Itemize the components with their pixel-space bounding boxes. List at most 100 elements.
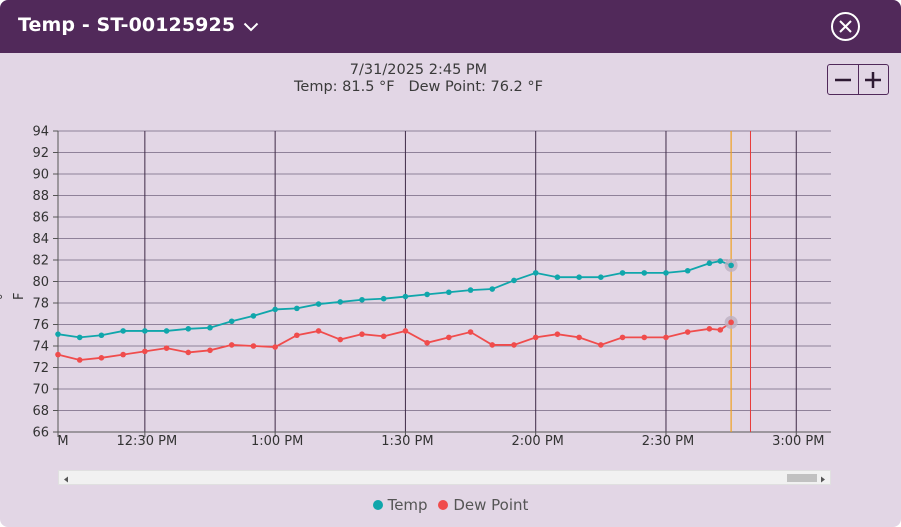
legend-item-dew-point[interactable]: Dew Point [438, 496, 528, 514]
dew-point-point[interactable] [489, 342, 496, 348]
dew-point-point[interactable] [272, 344, 278, 350]
temp-point[interactable] [228, 318, 235, 325]
dew-point-point[interactable] [402, 328, 409, 334]
temp-point[interactable] [76, 334, 83, 341]
minus-icon [834, 78, 851, 81]
zoom-in-button[interactable] [859, 65, 889, 94]
dew-point-point[interactable] [76, 357, 83, 363]
temp-point[interactable] [511, 277, 517, 284]
dew-point-point[interactable] [641, 334, 648, 341]
temp-point[interactable] [706, 260, 713, 267]
temp-point[interactable] [163, 328, 170, 334]
dew-point-point[interactable] [380, 333, 387, 340]
zoom-control [827, 64, 889, 95]
chart-scrollbar[interactable] [58, 470, 831, 485]
legend-label-temp: Temp [387, 496, 428, 514]
scroll-left-arrow[interactable] [59, 471, 73, 484]
temp-point[interactable] [120, 328, 126, 334]
y-tick-label: 82 [32, 254, 49, 269]
temp-point[interactable] [598, 274, 604, 281]
y-tick-label: 84 [32, 232, 49, 247]
dew-point-swatch-icon [438, 500, 449, 510]
dew-point-point[interactable] [554, 331, 561, 337]
legend-label-dew-point: Dew Point [453, 496, 529, 514]
dew-point-point[interactable] [446, 334, 452, 341]
temp-point[interactable] [619, 270, 626, 276]
dew-point-point[interactable] [663, 334, 669, 341]
dew-point-point[interactable] [163, 345, 170, 351]
temp-point[interactable] [337, 299, 344, 305]
y-tick-label: 70 [32, 383, 49, 398]
temp-point[interactable] [717, 258, 724, 264]
dew-point-point[interactable] [467, 329, 474, 335]
dew-point-point[interactable] [185, 349, 192, 356]
dew-point-point[interactable] [598, 342, 604, 348]
temp-point[interactable] [380, 295, 387, 302]
y-tick-label: 86 [32, 211, 49, 226]
dew-point-point[interactable] [684, 329, 691, 335]
temp-point[interactable] [402, 293, 409, 300]
temp-point[interactable] [207, 324, 213, 331]
y-tick-label: 92 [32, 146, 49, 161]
chart-legend: Temp Dew Point [0, 496, 901, 514]
x-tick-label: 1:00 PM [251, 434, 303, 449]
close-button[interactable] [830, 11, 861, 42]
temp-point[interactable] [294, 305, 300, 312]
dew-point-point[interactable] [55, 351, 61, 358]
temp-point[interactable] [641, 270, 648, 276]
temp-point[interactable] [142, 328, 148, 334]
x-tick-label: 1:30 PM [381, 434, 433, 449]
scroll-right-arrow[interactable] [816, 471, 830, 484]
temp-point[interactable] [185, 326, 192, 332]
y-tick-label: 80 [32, 275, 49, 290]
dew-point-point[interactable] [532, 334, 539, 341]
dew-point-point[interactable] [250, 343, 257, 349]
dew-point-point[interactable] [120, 351, 126, 358]
caret-right-icon [821, 476, 825, 483]
dew-point-point[interactable] [142, 348, 148, 355]
title-dropdown[interactable]: Temp - ST-00125925 [18, 14, 259, 36]
temp-point[interactable] [98, 332, 105, 339]
dew-point-point[interactable] [228, 342, 235, 348]
dew-point-point[interactable] [337, 336, 344, 343]
dew-point-point[interactable] [294, 332, 300, 339]
temp-point[interactable] [55, 331, 61, 337]
dew-point-point[interactable] [98, 355, 105, 361]
legend-item-temp[interactable]: Temp [372, 496, 428, 514]
temp-point[interactable] [489, 286, 496, 292]
dew-point-point[interactable] [706, 326, 713, 332]
caret-left-icon [64, 476, 68, 483]
dew-point-point[interactable] [359, 331, 365, 337]
temp-point[interactable] [576, 274, 582, 281]
y-tick-label: 76 [32, 318, 49, 333]
temp-point[interactable] [272, 306, 278, 313]
dew-point-point[interactable] [424, 339, 430, 346]
temp-point[interactable] [728, 262, 734, 269]
dew-point-point[interactable] [315, 328, 322, 334]
x-tick-label: 2:00 PM [512, 434, 564, 449]
temp-point[interactable] [663, 270, 669, 276]
temp-point[interactable] [315, 301, 322, 307]
temp-swatch-icon [372, 500, 383, 510]
dew-point-point[interactable] [576, 334, 582, 341]
temp-point[interactable] [467, 287, 474, 293]
x-tick-label: 3:00 PM [772, 434, 824, 449]
y-tick-label: 88 [32, 189, 49, 204]
dew-point-point[interactable] [511, 342, 517, 348]
scroll-thumb[interactable] [787, 474, 817, 482]
dew-point-point[interactable] [207, 347, 213, 354]
temp-point[interactable] [684, 267, 691, 274]
temp-point[interactable] [554, 274, 561, 281]
dew-point-point[interactable] [619, 334, 626, 341]
temp-point[interactable] [446, 289, 452, 296]
dew-point-point[interactable] [717, 327, 724, 333]
dew-point-point[interactable] [728, 319, 734, 326]
close-icon [831, 12, 860, 41]
temp-point[interactable] [250, 313, 257, 319]
temp-point[interactable] [424, 291, 430, 298]
temp-point[interactable] [532, 270, 539, 276]
zoom-out-button[interactable] [828, 65, 858, 94]
zoom-divider [857, 65, 859, 94]
temp-point[interactable] [359, 296, 365, 303]
